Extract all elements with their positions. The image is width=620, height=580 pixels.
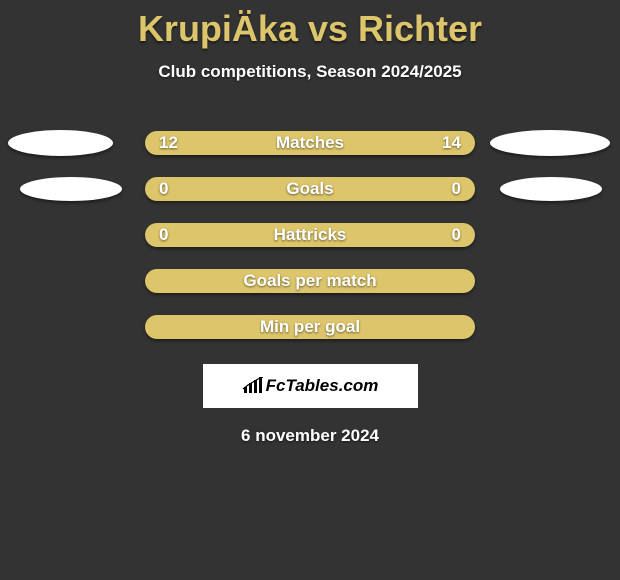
ellipse-left-goals [20,177,122,201]
stat-value-right: 0 [452,225,461,245]
stat-row-goals: 0 Goals 0 [0,166,620,212]
stat-label: Min per goal [260,317,360,337]
stat-bar: 12 Matches 14 [145,131,475,155]
stat-row-hattricks: 0 Hattricks 0 [0,212,620,258]
stat-row-mpg: Min per goal [0,304,620,350]
watermark-badge: FcTables.com [203,364,418,408]
stat-label: Hattricks [274,225,347,245]
stat-bar: 0 Hattricks 0 [145,223,475,247]
stat-label: Goals per match [243,271,376,291]
ellipse-left-matches [8,130,113,156]
stat-label: Matches [276,133,344,153]
stat-value-left: 12 [159,133,178,153]
watermark-content: FcTables.com [242,376,379,396]
infographic-container: KrupiÄka vs Richter Club competitions, S… [0,0,620,580]
stat-bar: Goals per match [145,269,475,293]
ellipse-right-goals [500,177,602,201]
watermark-text: FcTables.com [266,376,379,396]
page-date: 6 november 2024 [0,426,620,446]
ellipse-right-matches [490,130,610,156]
stat-rows: 12 Matches 14 0 Goals 0 0 Hattricks 0 [0,120,620,350]
chart-icon [242,377,264,395]
stat-value-right: 14 [442,133,461,153]
stat-label: Goals [286,179,333,199]
stat-bar: Min per goal [145,315,475,339]
page-title: KrupiÄka vs Richter [0,0,620,50]
stat-row-matches: 12 Matches 14 [0,120,620,166]
stat-bar: 0 Goals 0 [145,177,475,201]
stat-value-left: 0 [159,225,168,245]
stat-value-left: 0 [159,179,168,199]
stat-value-right: 0 [452,179,461,199]
page-subtitle: Club competitions, Season 2024/2025 [0,62,620,82]
stat-row-gpm: Goals per match [0,258,620,304]
